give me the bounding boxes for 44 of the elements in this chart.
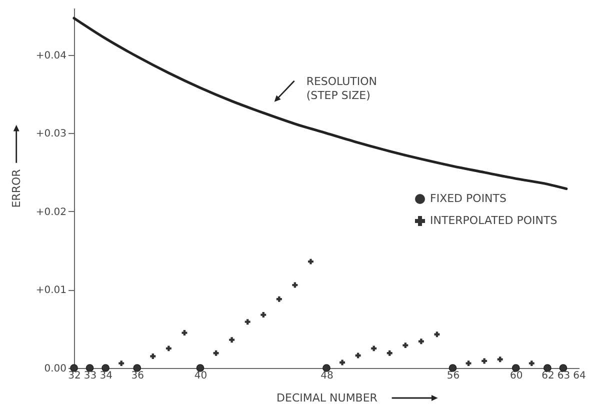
point xyxy=(166,346,172,352)
point xyxy=(213,350,219,356)
annotation: RESOLUTION (STEP SIZE) xyxy=(306,74,378,102)
point xyxy=(229,337,235,343)
legend-label: INTERPOLATED POINTS xyxy=(430,214,558,227)
point xyxy=(355,352,361,358)
point xyxy=(402,342,408,348)
point xyxy=(118,360,124,366)
point xyxy=(528,360,534,366)
x-tick-label: 56 xyxy=(446,370,460,382)
y-tick-label: +0.01 xyxy=(36,285,66,296)
point xyxy=(466,360,472,366)
x-tick-label: 33 xyxy=(84,370,97,382)
legend-label: FIXED POINTS xyxy=(430,192,507,205)
y-tick-label: 0.00 xyxy=(44,364,66,374)
x-tick-label: 34 xyxy=(100,370,112,382)
point xyxy=(182,330,188,336)
x-tick-label: 36 xyxy=(131,370,144,382)
point xyxy=(418,338,424,344)
point xyxy=(482,358,488,364)
x-tick-label: 40 xyxy=(194,370,208,382)
y-axis-title: ERROR xyxy=(10,168,23,208)
x-tick-label: 32 xyxy=(68,370,81,382)
point xyxy=(308,258,314,264)
point xyxy=(244,319,250,325)
x-tick-label: 63 xyxy=(557,370,570,382)
y-tick-label: +0.04 xyxy=(36,50,66,62)
point xyxy=(371,346,377,352)
x-tick-label: 64 xyxy=(573,370,586,382)
point xyxy=(276,296,282,302)
point xyxy=(340,360,346,366)
y-tick-label: +0.03 xyxy=(36,128,66,140)
point xyxy=(150,354,156,359)
x-tick-label: 60 xyxy=(510,370,523,382)
point xyxy=(386,350,392,356)
point xyxy=(260,312,266,318)
point xyxy=(434,332,440,338)
point xyxy=(292,282,298,288)
point xyxy=(497,356,503,362)
y-tick-label: +0.02 xyxy=(36,206,66,218)
x-tick-label: 48 xyxy=(320,370,334,382)
x-axis-title: DECIMAL NUMBER xyxy=(276,392,378,404)
line-series xyxy=(72,16,568,190)
x-tick-label: 62 xyxy=(542,370,554,382)
